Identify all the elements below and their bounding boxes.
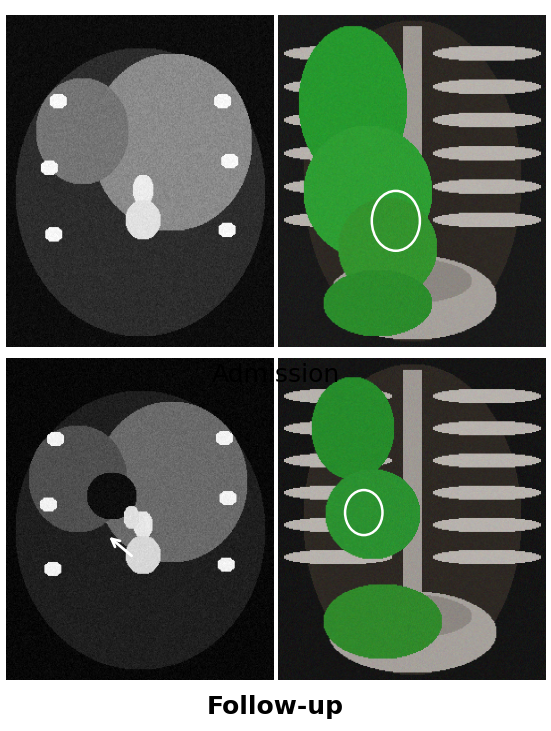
- Text: Admission: Admission: [212, 363, 339, 387]
- Text: Follow-up: Follow-up: [207, 695, 344, 719]
